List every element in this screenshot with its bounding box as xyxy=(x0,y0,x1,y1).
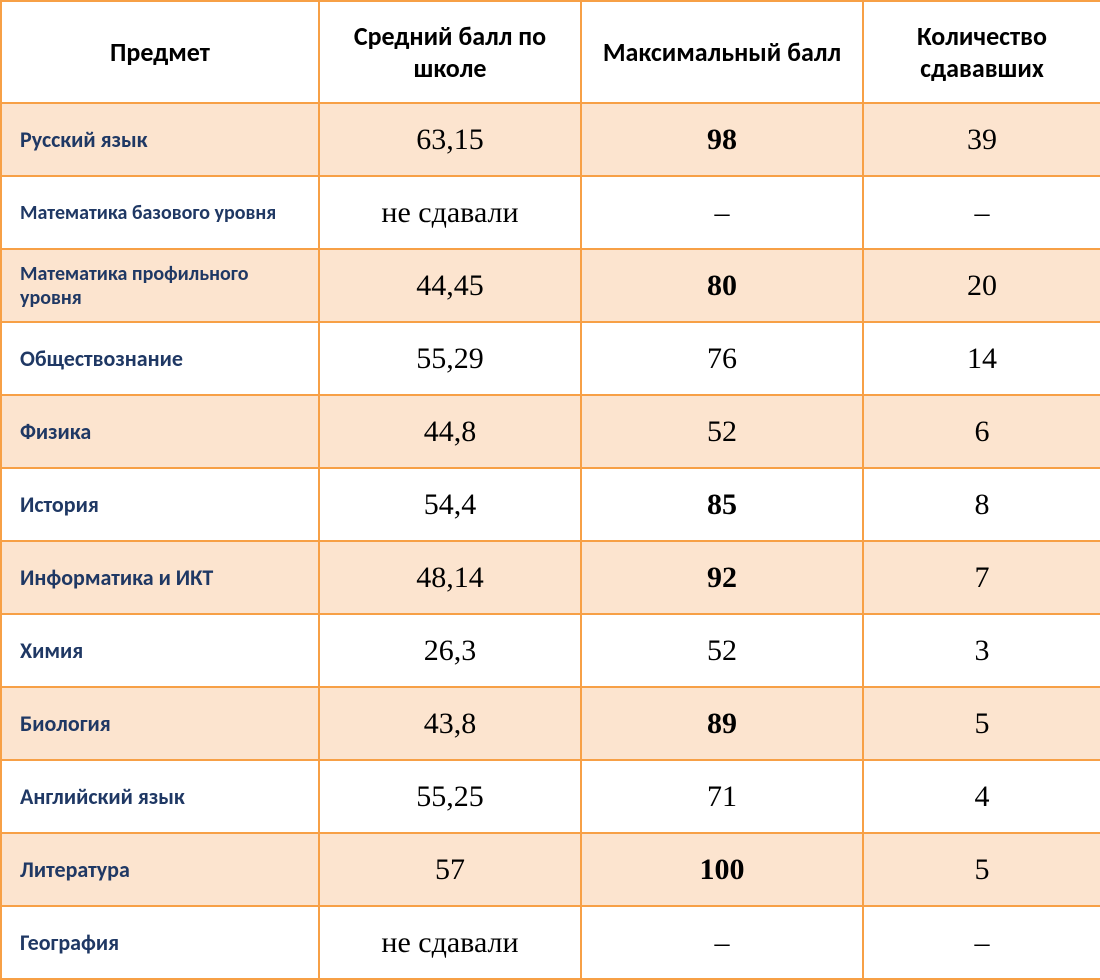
header-avg: Средний балл по школе xyxy=(319,1,581,103)
count-cell: 39 xyxy=(863,103,1100,176)
subject-cell: Русский язык xyxy=(1,103,319,176)
subject-cell: Химия xyxy=(1,614,319,687)
avg-cell: 55,29 xyxy=(319,322,581,395)
avg-cell: 44,8 xyxy=(319,395,581,468)
header-subject: Предмет xyxy=(1,1,319,103)
header-max: Максимальный балл xyxy=(581,1,863,103)
subject-cell: История xyxy=(1,468,319,541)
table-row: Математика базового уровняне сдавали–– xyxy=(1,176,1100,249)
avg-cell: 48,14 xyxy=(319,541,581,614)
table-body: Русский язык63,159839Математика базового… xyxy=(1,103,1100,979)
max-cell: 98 xyxy=(581,103,863,176)
avg-cell: 54,4 xyxy=(319,468,581,541)
max-cell: 100 xyxy=(581,833,863,906)
avg-cell: 55,25 xyxy=(319,760,581,833)
subject-cell: Литература xyxy=(1,833,319,906)
avg-cell: 57 xyxy=(319,833,581,906)
count-cell: 14 xyxy=(863,322,1100,395)
count-cell: 5 xyxy=(863,687,1100,760)
count-cell: – xyxy=(863,176,1100,249)
subject-cell: Математика профильного уровня xyxy=(1,249,319,322)
count-cell: 7 xyxy=(863,541,1100,614)
table-row: Русский язык63,159839 xyxy=(1,103,1100,176)
subject-cell: Биология xyxy=(1,687,319,760)
count-cell: – xyxy=(863,906,1100,979)
subject-cell: Обществознание xyxy=(1,322,319,395)
subject-cell: География xyxy=(1,906,319,979)
max-cell: 85 xyxy=(581,468,863,541)
table-row: Физика44,8526 xyxy=(1,395,1100,468)
subject-cell: Информатика и ИКТ xyxy=(1,541,319,614)
max-cell: 52 xyxy=(581,395,863,468)
count-cell: 6 xyxy=(863,395,1100,468)
max-cell: 71 xyxy=(581,760,863,833)
table-row: История54,4858 xyxy=(1,468,1100,541)
table-header-row: Предмет Средний балл по школе Максимальн… xyxy=(1,1,1100,103)
subject-cell: Математика базового уровня xyxy=(1,176,319,249)
count-cell: 4 xyxy=(863,760,1100,833)
max-cell: – xyxy=(581,906,863,979)
max-cell: 80 xyxy=(581,249,863,322)
table-row: Химия26,3523 xyxy=(1,614,1100,687)
table-row: Литература571005 xyxy=(1,833,1100,906)
avg-cell: 63,15 xyxy=(319,103,581,176)
table-row: Математика профильного уровня44,458020 xyxy=(1,249,1100,322)
avg-cell: 44,45 xyxy=(319,249,581,322)
table-row: Обществознание55,297614 xyxy=(1,322,1100,395)
count-cell: 8 xyxy=(863,468,1100,541)
avg-cell: 26,3 xyxy=(319,614,581,687)
avg-cell: не сдавали xyxy=(319,176,581,249)
max-cell: 89 xyxy=(581,687,863,760)
avg-cell: 43,8 xyxy=(319,687,581,760)
table-row: Биология43,8895 xyxy=(1,687,1100,760)
count-cell: 20 xyxy=(863,249,1100,322)
table-row: Географияне сдавали–– xyxy=(1,906,1100,979)
max-cell: – xyxy=(581,176,863,249)
header-count: Количество сдававших xyxy=(863,1,1100,103)
max-cell: 52 xyxy=(581,614,863,687)
max-cell: 92 xyxy=(581,541,863,614)
table-row: Английский язык55,25714 xyxy=(1,760,1100,833)
max-cell: 76 xyxy=(581,322,863,395)
avg-cell: не сдавали xyxy=(319,906,581,979)
subject-cell: Физика xyxy=(1,395,319,468)
subject-cell: Английский язык xyxy=(1,760,319,833)
table-row: Информатика и ИКТ48,14927 xyxy=(1,541,1100,614)
scores-table: Предмет Средний балл по школе Максимальн… xyxy=(0,0,1100,980)
count-cell: 5 xyxy=(863,833,1100,906)
count-cell: 3 xyxy=(863,614,1100,687)
